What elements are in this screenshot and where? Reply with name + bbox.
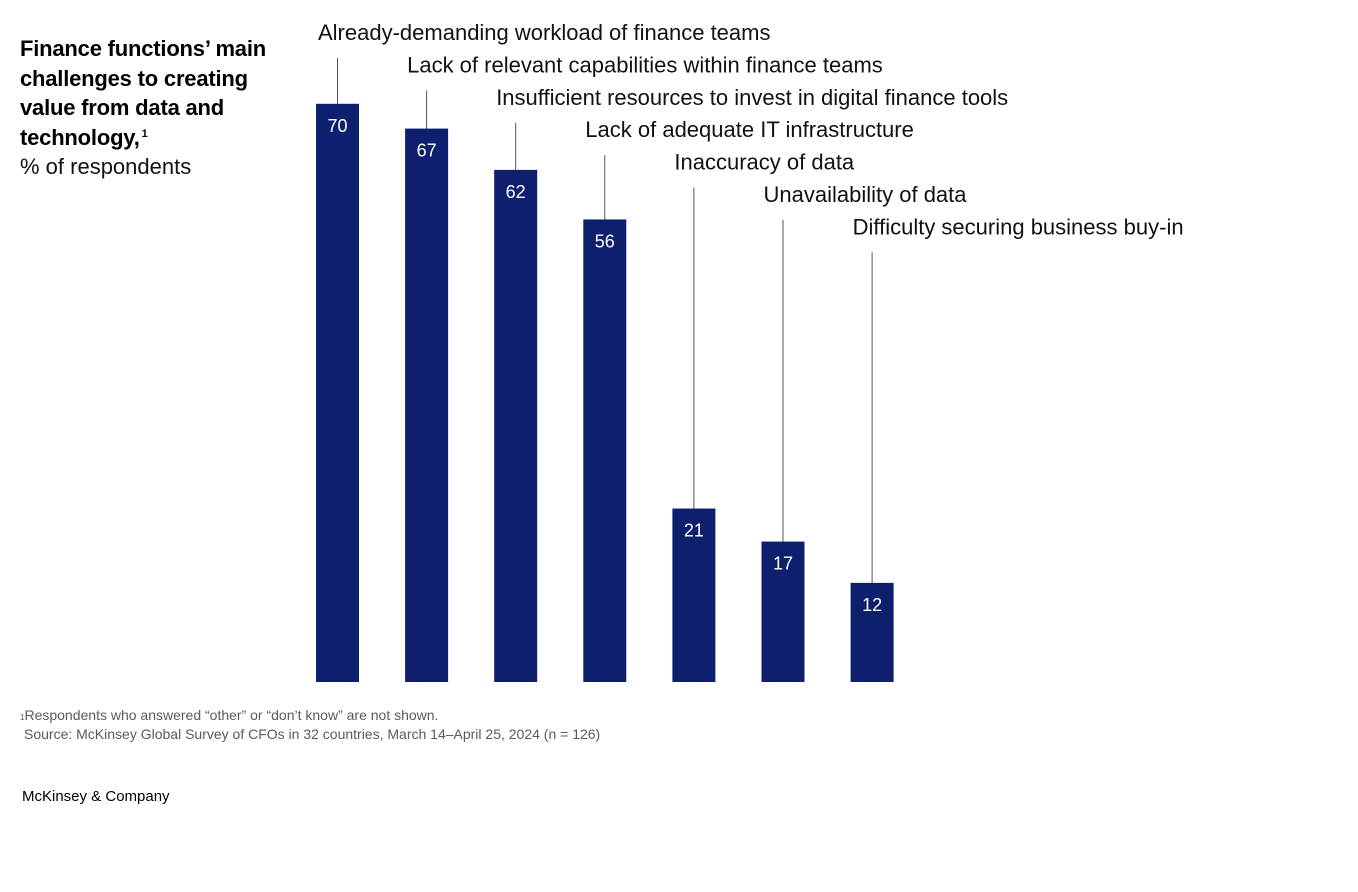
category-label: Lack of adequate IT infrastructure xyxy=(585,117,914,142)
footnote-note: 1Respondents who answered “other” or “do… xyxy=(20,706,600,725)
chart-title-text: Finance functions’ main challenges to cr… xyxy=(20,36,266,150)
title-footnote-marker: 1 xyxy=(141,127,148,140)
bar xyxy=(583,219,627,682)
footnote-marker: 1 xyxy=(20,713,25,722)
bar-value-label: 12 xyxy=(862,595,882,615)
brand-logo-text: McKinsey & Company xyxy=(22,788,170,805)
category-label: Insufficient resources to invest in digi… xyxy=(496,85,1008,110)
footnote-source: Source: McKinsey Global Survey of CFOs i… xyxy=(24,726,601,742)
bar-value-label: 67 xyxy=(417,141,437,161)
category-label: Unavailability of data xyxy=(764,182,968,207)
footnotes: 1Respondents who answered “other” or “do… xyxy=(20,706,600,744)
category-label: Lack of relevant capabilities within fin… xyxy=(407,52,883,77)
category-label: Inaccuracy of data xyxy=(674,150,855,175)
bar-value-label: 70 xyxy=(327,116,347,136)
bar xyxy=(672,508,716,682)
bar xyxy=(316,103,359,683)
chart-title: Finance functions’ main challenges to cr… xyxy=(20,34,300,152)
bar-chart: 70 Already-demanding workload of finance … xyxy=(316,20,1184,683)
category-label: Difficulty securing business buy-in xyxy=(853,214,1184,239)
bar xyxy=(494,169,538,682)
chart-subtitle: % of respondents xyxy=(20,154,192,179)
bar-value-label: 17 xyxy=(773,554,793,574)
bar-value-label: 21 xyxy=(684,521,704,541)
footnote-note-text: Respondents who answered “other” or “don… xyxy=(24,707,439,723)
bar-value-label: 62 xyxy=(506,182,526,202)
bar xyxy=(405,128,449,682)
category-label: Already-demanding workload of finance te… xyxy=(318,20,770,45)
bar xyxy=(761,541,805,682)
bar xyxy=(850,582,894,682)
bar-value-label: 56 xyxy=(595,231,615,251)
chart-title-block: Finance functions’ main challenges to cr… xyxy=(20,34,300,182)
